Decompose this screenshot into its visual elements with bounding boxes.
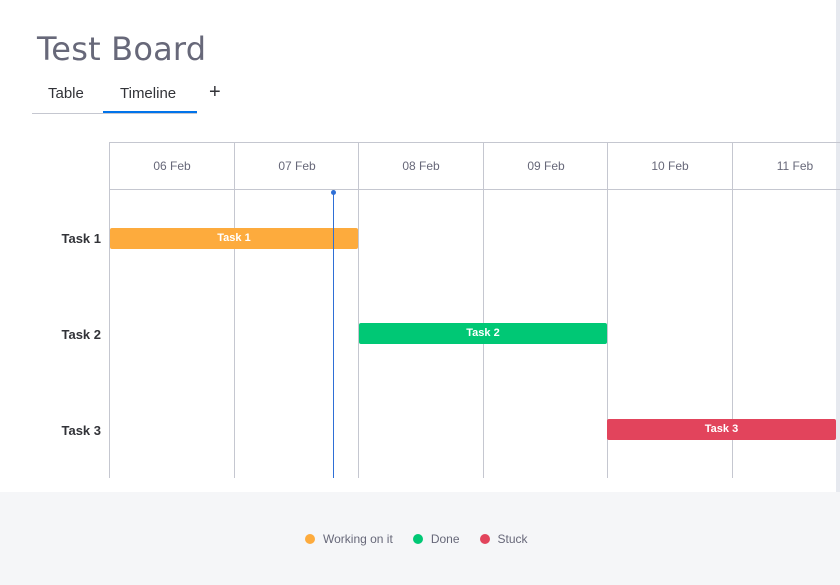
timeline-bar-task-2[interactable]: Task 2 <box>359 323 607 344</box>
done-dot-icon <box>412 534 423 544</box>
date-header-11-feb: 11 Feb <box>776 159 814 173</box>
grid-line <box>483 142 484 478</box>
row-label-task-1[interactable]: Task 1 <box>61 231 101 246</box>
header-top-border <box>109 142 840 143</box>
status-legend: Working on it Done Stuck <box>305 532 548 546</box>
grid-line <box>358 142 359 478</box>
header-bottom-border <box>109 189 840 190</box>
tab-table[interactable]: Table <box>48 85 84 102</box>
date-header-09-feb: 09 Feb <box>527 159 565 173</box>
date-header-07-feb: 07 Feb <box>278 159 316 173</box>
timeline-bar-task-1[interactable]: Task 1 <box>110 228 358 249</box>
row-label-task-3[interactable]: Task 3 <box>61 423 101 438</box>
add-view-button[interactable]: + <box>209 81 221 103</box>
scrollbar-edge[interactable] <box>836 0 840 492</box>
timeline-grid: 06 Feb 07 Feb 08 Feb 09 Feb 10 Feb 11 Fe… <box>0 142 840 478</box>
legend-item-working-on-it: Working on it <box>305 532 393 546</box>
stuck-dot-icon <box>479 534 490 544</box>
today-marker-dot <box>331 190 336 195</box>
legend-label: Stuck <box>497 532 528 546</box>
legend-label: Done <box>430 532 460 546</box>
grid-line <box>109 142 110 478</box>
board-title[interactable]: Test Board <box>37 30 207 68</box>
date-header-06-feb: 06 Feb <box>153 159 191 173</box>
legend-footer: Working on it Done Stuck <box>0 492 840 585</box>
grid-line <box>732 142 733 478</box>
working-on-it-dot-icon <box>305 534 315 544</box>
grid-line <box>234 142 235 478</box>
legend-label: Working on it <box>323 532 393 546</box>
timeline-bar-task-3[interactable]: Task 3 <box>607 419 836 440</box>
tabs-divider <box>32 113 197 114</box>
date-header-08-feb: 08 Feb <box>402 159 440 173</box>
grid-line <box>607 142 608 478</box>
date-header-10-feb: 10 Feb <box>651 159 689 173</box>
today-marker <box>333 192 334 478</box>
view-tabs: Table Timeline + <box>32 78 552 115</box>
legend-item-done: Done <box>412 532 460 546</box>
row-label-task-2[interactable]: Task 2 <box>61 327 101 342</box>
active-tab-indicator <box>103 111 197 113</box>
tab-timeline[interactable]: Timeline <box>120 85 177 102</box>
legend-item-stuck: Stuck <box>479 532 528 546</box>
